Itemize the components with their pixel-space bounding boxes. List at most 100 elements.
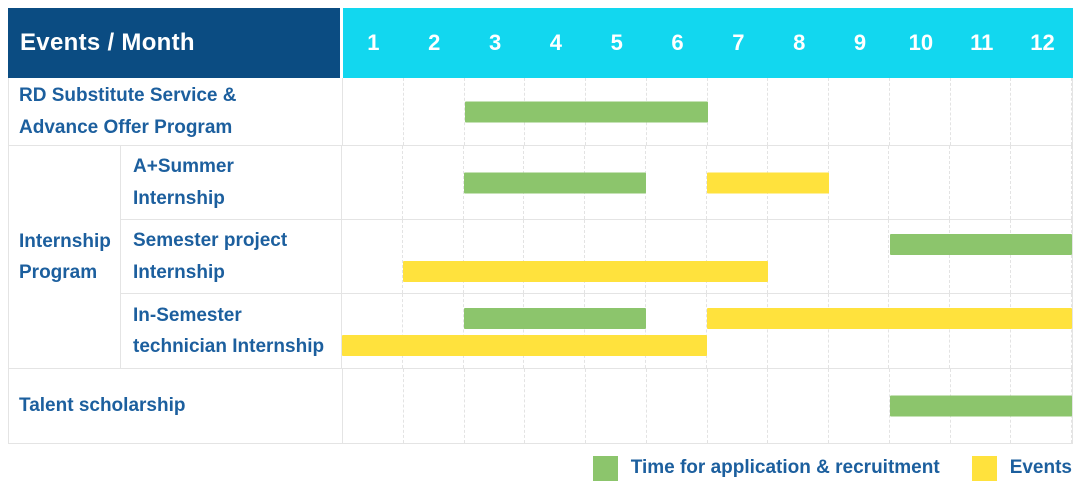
month-cell-1 bbox=[343, 78, 404, 145]
month-cell-5 bbox=[585, 220, 647, 293]
table-row: A+Summer Internship bbox=[121, 146, 1072, 220]
row-label-line: A+Summer bbox=[133, 156, 234, 178]
gantt-bar-yellow bbox=[342, 335, 707, 356]
row-label-line: Internship bbox=[133, 187, 225, 209]
month-header-row: 1 2 3 4 5 6 7 8 9 10 11 12 bbox=[343, 8, 1073, 78]
month-cell-8 bbox=[768, 369, 829, 443]
gantt-bar-yellow bbox=[707, 172, 829, 193]
month-cell-6 bbox=[647, 369, 708, 443]
group-row: Internship Program A+Summer Internship Semes… bbox=[9, 146, 1072, 369]
row-label: A+Summer Internship bbox=[121, 146, 342, 219]
month-cell-4 bbox=[524, 220, 586, 293]
group-label-line: Internship bbox=[19, 230, 111, 252]
group-subrows: A+Summer Internship Semester project Intern… bbox=[121, 146, 1072, 368]
month-header-3: 3 bbox=[488, 30, 502, 55]
month-cell-7 bbox=[708, 369, 769, 443]
table-row: Semester project Internship bbox=[121, 220, 1072, 294]
month-header-12: 12 bbox=[1030, 30, 1055, 55]
month-cell-11 bbox=[951, 78, 1012, 145]
month-header-8: 8 bbox=[793, 30, 806, 55]
month-header-5: 5 bbox=[610, 30, 623, 55]
month-cell-9 bbox=[829, 369, 890, 443]
gantt-bar-yellow bbox=[707, 308, 1072, 329]
month-header-4: 4 bbox=[549, 30, 563, 55]
chart-area bbox=[343, 78, 1072, 145]
month-cell-2 bbox=[403, 220, 464, 293]
month-cell-3 bbox=[464, 294, 525, 368]
month-cell-10 bbox=[889, 220, 951, 293]
month-cell-5 bbox=[585, 294, 647, 368]
gantt-bar-green bbox=[889, 234, 1072, 255]
month-cell-7 bbox=[707, 220, 768, 293]
month-header-6: 6 bbox=[671, 30, 684, 55]
month-cell-1 bbox=[342, 220, 403, 293]
month-cell-3 bbox=[464, 220, 525, 293]
table-body: RD Substitute Service & Advance Offer Pro… bbox=[8, 78, 1073, 444]
month-cell-5 bbox=[586, 369, 647, 443]
legend-swatch-green bbox=[592, 455, 618, 481]
header-title: Events / Month bbox=[20, 29, 195, 56]
row-label-line: Internship bbox=[133, 261, 225, 283]
month-cell-6 bbox=[646, 146, 707, 219]
table-row: RD Substitute Service & Advance Offer Pro… bbox=[9, 78, 1072, 146]
gantt-bar-green bbox=[463, 308, 647, 329]
month-cell-2 bbox=[403, 294, 464, 368]
gantt-bar-green bbox=[889, 395, 1072, 417]
month-cell-6 bbox=[646, 220, 707, 293]
month-cell-12 bbox=[1011, 294, 1072, 368]
month-cell-1 bbox=[342, 294, 403, 368]
row-label-line: Talent scholarship bbox=[19, 395, 186, 417]
month-cell-4 bbox=[524, 294, 586, 368]
chart-area bbox=[342, 294, 1072, 368]
month-cell-9 bbox=[829, 294, 890, 368]
month-cell-8 bbox=[768, 294, 829, 368]
month-header-2: 2 bbox=[428, 30, 441, 55]
schedule-table: Events / Month 1 2 3 4 5 6 7 8 9 10 11 12 RD Substi… bbox=[8, 8, 1073, 444]
month-cell-12 bbox=[1011, 146, 1072, 219]
legend: Time for application & recruitment Events bbox=[575, 452, 1072, 484]
row-label-line: Advance Offer Program bbox=[19, 116, 233, 138]
gantt-bar-green bbox=[463, 172, 647, 193]
month-cell-2 bbox=[403, 146, 464, 219]
legend-label: Events bbox=[1009, 457, 1072, 478]
month-cell-9 bbox=[829, 146, 890, 219]
month-cell-11 bbox=[950, 220, 1012, 293]
table-header: Events / Month 1 2 3 4 5 6 7 8 9 10 11 12 bbox=[8, 8, 1073, 78]
month-cell-12 bbox=[1011, 78, 1072, 145]
table-row: Talent scholarship bbox=[9, 369, 1072, 443]
row-label-line: In-Semester bbox=[133, 304, 242, 326]
table-row: In-Semester technician Internship bbox=[121, 294, 1072, 368]
month-cell-2 bbox=[404, 369, 465, 443]
month-cell-1 bbox=[342, 146, 403, 219]
chart-area bbox=[342, 146, 1072, 219]
month-cell-3 bbox=[465, 369, 526, 443]
row-label-line: technician Internship bbox=[133, 336, 325, 357]
month-header-1: 1 bbox=[367, 30, 380, 55]
row-label-line: Semester project bbox=[133, 230, 288, 252]
legend-item: Events bbox=[971, 455, 1072, 481]
month-cell-2 bbox=[404, 78, 465, 145]
chart-area bbox=[343, 369, 1072, 443]
month-cell-7 bbox=[707, 294, 768, 368]
row-label: RD Substitute Service & Advance Offer Pro… bbox=[9, 78, 343, 145]
month-cell-10 bbox=[890, 78, 951, 145]
month-header-11: 11 bbox=[970, 30, 994, 55]
row-label-line: RD Substitute Service & bbox=[19, 85, 237, 107]
group-label: Internship Program bbox=[9, 146, 121, 368]
group-label-line: Program bbox=[19, 262, 98, 283]
month-cell-12 bbox=[1011, 220, 1072, 293]
chart-area bbox=[342, 220, 1072, 293]
month-cell-11 bbox=[950, 146, 1012, 219]
legend-swatch-yellow bbox=[971, 455, 997, 481]
month-cell-1 bbox=[343, 369, 404, 443]
row-label: Talent scholarship bbox=[9, 369, 343, 443]
month-cell-10 bbox=[889, 146, 951, 219]
legend-item: Time for application & recruitment bbox=[592, 455, 940, 481]
month-cell-7 bbox=[708, 78, 769, 145]
month-cell-9 bbox=[829, 78, 890, 145]
legend-label: Time for application & recruitment bbox=[630, 457, 940, 478]
month-cell-9 bbox=[829, 220, 890, 293]
month-header-7: 7 bbox=[732, 30, 745, 55]
month-header-10: 10 bbox=[908, 30, 934, 55]
